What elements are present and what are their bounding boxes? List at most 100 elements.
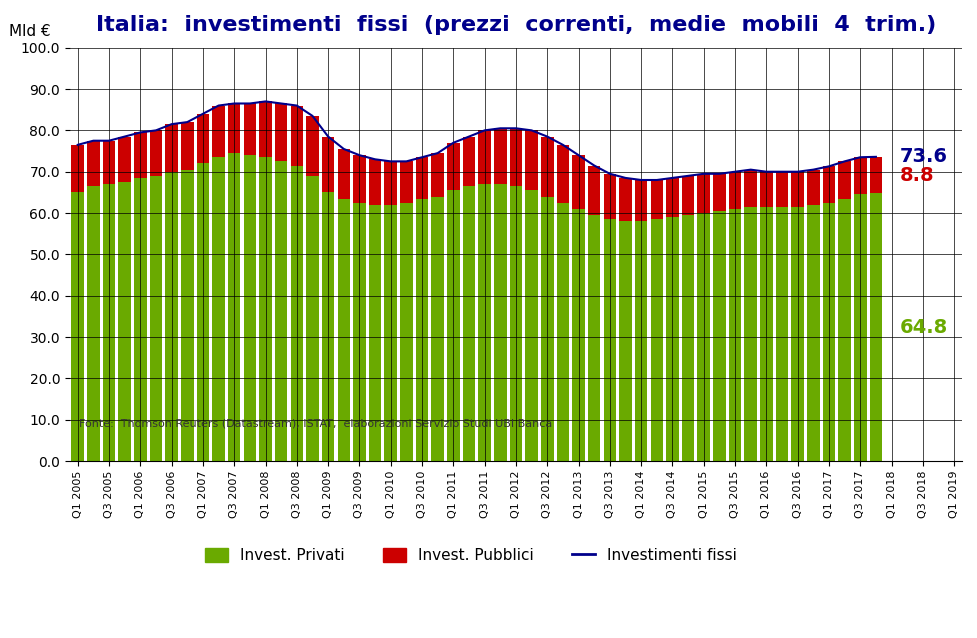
Bar bbox=[807, 170, 820, 205]
Bar bbox=[479, 184, 490, 461]
Bar bbox=[713, 211, 726, 461]
Investimenti fissi bbox=[604, 170, 616, 177]
Bar bbox=[744, 207, 757, 461]
Bar bbox=[494, 184, 506, 461]
Bar bbox=[854, 195, 867, 461]
Bar bbox=[243, 155, 256, 461]
Investimenti fissi bbox=[72, 141, 84, 149]
Investimenti fissi bbox=[510, 124, 522, 132]
Investimenti fissi bbox=[573, 151, 584, 159]
Bar bbox=[212, 157, 225, 461]
Bar bbox=[275, 161, 287, 461]
Title: Italia:  investimenti  fissi  (prezzi  correnti,  medie  mobili  4  trim.): Italia: investimenti fissi (prezzi corre… bbox=[96, 15, 936, 35]
Bar bbox=[432, 197, 444, 461]
Bar bbox=[541, 197, 554, 461]
Bar bbox=[432, 153, 444, 197]
Bar bbox=[823, 203, 835, 461]
Bar bbox=[870, 157, 882, 193]
Bar bbox=[228, 103, 240, 153]
Y-axis label: Mld €: Mld € bbox=[9, 24, 51, 40]
Bar bbox=[369, 160, 381, 205]
Bar bbox=[196, 114, 209, 163]
Bar bbox=[447, 143, 459, 190]
Bar bbox=[103, 141, 115, 184]
Bar bbox=[212, 105, 225, 157]
Bar bbox=[604, 174, 616, 219]
Bar bbox=[588, 165, 601, 215]
Bar bbox=[149, 176, 162, 461]
Text: 8.8: 8.8 bbox=[900, 165, 934, 184]
Bar bbox=[776, 207, 788, 461]
Bar bbox=[275, 103, 287, 161]
Investimenti fissi bbox=[369, 156, 381, 163]
Bar bbox=[682, 176, 695, 215]
Bar bbox=[729, 209, 742, 461]
Bar bbox=[165, 124, 178, 172]
Investimenti fissi bbox=[871, 153, 882, 161]
Text: Fonte:  Thomson Reuters (Datastream), ISTAT,  elaborazioni Servizio Studi UBI Ba: Fonte: Thomson Reuters (Datastream), IST… bbox=[79, 418, 552, 428]
Investimenti fissi bbox=[463, 133, 475, 140]
Bar bbox=[463, 186, 475, 461]
Investimenti fissi bbox=[135, 129, 147, 137]
Bar bbox=[118, 137, 131, 182]
Bar bbox=[823, 167, 835, 203]
Bar bbox=[713, 174, 726, 211]
Bar bbox=[698, 174, 710, 213]
Bar bbox=[181, 122, 193, 170]
Bar bbox=[698, 213, 710, 461]
Bar bbox=[729, 172, 742, 209]
Bar bbox=[870, 193, 882, 461]
Bar bbox=[541, 137, 554, 197]
Bar bbox=[635, 221, 648, 461]
Bar bbox=[619, 221, 632, 461]
Line: Investimenti fissi: Investimenti fissi bbox=[78, 101, 876, 180]
Bar bbox=[760, 207, 773, 461]
Bar bbox=[510, 186, 522, 461]
Bar bbox=[651, 219, 663, 461]
Bar bbox=[165, 172, 178, 461]
Bar bbox=[838, 161, 851, 198]
Bar bbox=[337, 149, 350, 198]
Bar bbox=[807, 205, 820, 461]
Bar bbox=[666, 178, 679, 217]
Bar bbox=[791, 172, 804, 207]
Bar bbox=[510, 128, 522, 186]
Bar bbox=[401, 203, 412, 461]
Bar bbox=[87, 141, 100, 186]
Bar bbox=[776, 172, 788, 207]
Bar bbox=[321, 137, 334, 193]
Bar bbox=[619, 178, 632, 221]
Bar bbox=[149, 130, 162, 176]
Bar bbox=[463, 137, 475, 186]
Bar bbox=[228, 153, 240, 461]
Bar bbox=[854, 157, 867, 195]
Bar bbox=[306, 116, 319, 176]
Bar bbox=[494, 128, 506, 184]
Bar bbox=[447, 190, 459, 461]
Bar bbox=[416, 198, 428, 461]
Bar bbox=[181, 170, 193, 461]
Bar bbox=[666, 217, 679, 461]
Bar bbox=[573, 209, 585, 461]
Bar bbox=[526, 130, 538, 190]
Bar bbox=[353, 203, 365, 461]
Bar bbox=[385, 161, 397, 205]
Bar bbox=[682, 215, 695, 461]
Bar bbox=[134, 133, 147, 178]
Bar bbox=[526, 190, 538, 461]
Text: 73.6: 73.6 bbox=[900, 147, 948, 167]
Bar bbox=[557, 203, 570, 461]
Bar bbox=[573, 155, 585, 209]
Bar bbox=[290, 165, 303, 461]
Bar bbox=[744, 170, 757, 207]
Bar bbox=[259, 101, 272, 157]
Investimenti fissi bbox=[635, 176, 647, 184]
Bar bbox=[760, 172, 773, 207]
Bar bbox=[103, 184, 115, 461]
Bar bbox=[337, 198, 350, 461]
Bar bbox=[588, 215, 601, 461]
Bar bbox=[118, 182, 131, 461]
Bar bbox=[416, 157, 428, 198]
Bar bbox=[290, 105, 303, 165]
Bar bbox=[651, 180, 663, 219]
